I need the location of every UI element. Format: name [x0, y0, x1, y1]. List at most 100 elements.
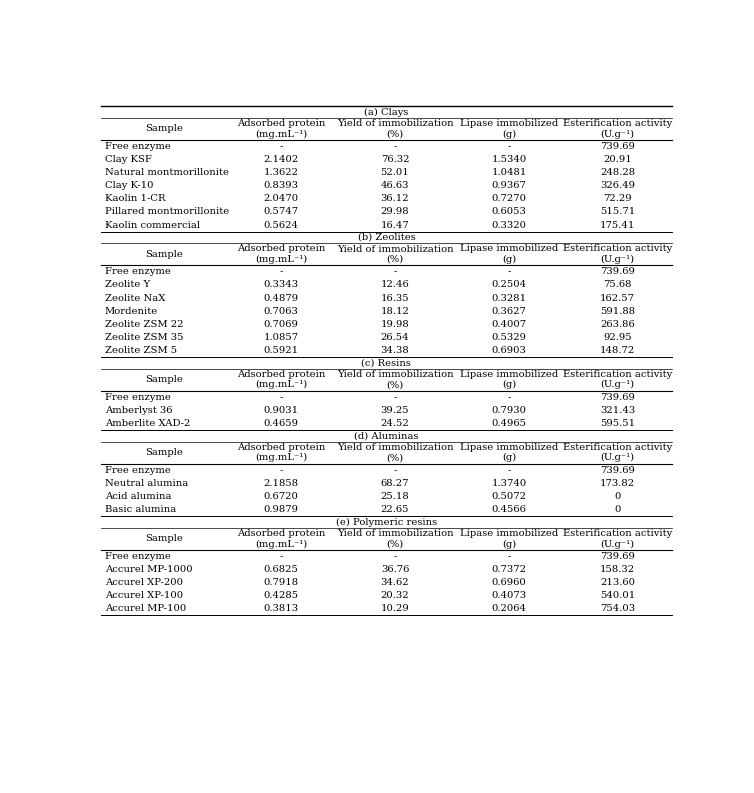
Text: Yield of immobilization
(%): Yield of immobilization (%): [337, 529, 453, 549]
Text: 0.6960: 0.6960: [492, 578, 526, 587]
Text: -: -: [507, 465, 510, 475]
Text: Zeolite ZSM 5: Zeolite ZSM 5: [105, 346, 177, 355]
Text: Yield of immobilization
(%): Yield of immobilization (%): [337, 443, 453, 462]
Text: Zeolite ZSM 22: Zeolite ZSM 22: [105, 320, 183, 329]
Text: 25.18: 25.18: [381, 492, 409, 501]
Text: 0.6053: 0.6053: [492, 208, 526, 216]
Text: (b) Zeolites: (b) Zeolites: [357, 233, 415, 242]
Text: Basic alumina: Basic alumina: [105, 505, 176, 514]
Text: 0.4285: 0.4285: [263, 592, 299, 600]
Text: -: -: [279, 465, 283, 475]
Text: 2.0470: 2.0470: [263, 194, 299, 203]
Text: -: -: [279, 267, 283, 276]
Text: 0.2504: 0.2504: [492, 281, 526, 289]
Text: Free enzyme: Free enzyme: [105, 267, 170, 276]
Text: 26.54: 26.54: [381, 333, 409, 342]
Text: 0.4965: 0.4965: [492, 419, 526, 428]
Text: 213.60: 213.60: [600, 578, 635, 587]
Text: Adsorbed protein
(mg.mL⁻¹): Adsorbed protein (mg.mL⁻¹): [237, 370, 325, 389]
Text: 0.9879: 0.9879: [263, 505, 299, 514]
Text: 0.5072: 0.5072: [492, 492, 526, 501]
Text: (e) Polymeric resins: (e) Polymeric resins: [336, 517, 437, 527]
Text: 2.1402: 2.1402: [263, 155, 299, 164]
Text: 0.7270: 0.7270: [492, 194, 526, 203]
Text: Clay KSF: Clay KSF: [105, 155, 152, 164]
Text: 34.38: 34.38: [381, 346, 409, 355]
Text: 0.4007: 0.4007: [492, 320, 526, 329]
Text: -: -: [394, 393, 397, 402]
Text: 92.95: 92.95: [603, 333, 632, 342]
Text: 16.47: 16.47: [381, 220, 409, 229]
Text: 0.5624: 0.5624: [263, 220, 299, 229]
Text: 0.5329: 0.5329: [492, 333, 526, 342]
Text: 739.69: 739.69: [600, 267, 635, 276]
Text: Zeolite NaX: Zeolite NaX: [105, 293, 165, 303]
Text: Neutral alumina: Neutral alumina: [105, 479, 188, 488]
Text: 22.65: 22.65: [381, 505, 409, 514]
Text: Mordenite: Mordenite: [105, 307, 158, 316]
Text: Accurel MP-1000: Accurel MP-1000: [105, 565, 192, 574]
Text: 19.98: 19.98: [381, 320, 409, 329]
Text: Esterification activity
(U.g⁻¹): Esterification activity (U.g⁻¹): [562, 529, 672, 549]
Text: Zeolite Y: Zeolite Y: [105, 281, 150, 289]
Text: Esterification activity
(U.g⁻¹): Esterification activity (U.g⁻¹): [562, 370, 672, 389]
Text: 0.4073: 0.4073: [492, 592, 526, 600]
Text: Yield of immobilization
(%): Yield of immobilization (%): [337, 370, 453, 389]
Text: 0: 0: [615, 505, 621, 514]
Text: 540.01: 540.01: [599, 592, 635, 600]
Text: 595.51: 595.51: [600, 419, 635, 428]
Text: Free enzyme: Free enzyme: [105, 142, 170, 151]
Text: 2.1858: 2.1858: [263, 479, 299, 488]
Text: 34.62: 34.62: [381, 578, 409, 587]
Text: 0.9367: 0.9367: [492, 181, 526, 190]
Text: 0.7372: 0.7372: [492, 565, 526, 574]
Text: (c) Resins: (c) Resins: [361, 358, 412, 367]
Text: -: -: [394, 142, 397, 151]
Text: -: -: [507, 552, 510, 561]
Text: 18.12: 18.12: [381, 307, 409, 316]
Text: 739.69: 739.69: [600, 552, 635, 561]
Text: Lipase immobilized
(g): Lipase immobilized (g): [460, 119, 558, 139]
Text: Accurel XP-100: Accurel XP-100: [105, 592, 183, 600]
Text: Yield of immobilization
(%): Yield of immobilization (%): [337, 244, 453, 264]
Text: -: -: [394, 267, 397, 276]
Text: 1.3622: 1.3622: [263, 168, 299, 177]
Text: 739.69: 739.69: [600, 393, 635, 402]
Text: 0.7930: 0.7930: [492, 406, 526, 415]
Text: 326.49: 326.49: [600, 181, 635, 190]
Text: -: -: [507, 142, 510, 151]
Text: 739.69: 739.69: [600, 142, 635, 151]
Text: 0.2064: 0.2064: [492, 604, 526, 613]
Text: Adsorbed protein
(mg.mL⁻¹): Adsorbed protein (mg.mL⁻¹): [237, 529, 325, 549]
Text: 76.32: 76.32: [381, 155, 409, 164]
Text: 29.98: 29.98: [381, 208, 409, 216]
Text: -: -: [394, 465, 397, 475]
Text: Adsorbed protein
(mg.mL⁻¹): Adsorbed protein (mg.mL⁻¹): [237, 119, 325, 139]
Text: 0.4566: 0.4566: [492, 505, 526, 514]
Text: Zeolite ZSM 35: Zeolite ZSM 35: [105, 333, 183, 342]
Text: 20.32: 20.32: [381, 592, 409, 600]
Text: Sample: Sample: [145, 534, 183, 543]
Text: Sample: Sample: [145, 125, 183, 133]
Text: 52.01: 52.01: [381, 168, 409, 177]
Text: -: -: [279, 142, 283, 151]
Text: 0.6720: 0.6720: [263, 492, 299, 501]
Text: 12.46: 12.46: [381, 281, 409, 289]
Text: 1.0481: 1.0481: [492, 168, 527, 177]
Text: 0.3343: 0.3343: [263, 281, 299, 289]
Text: 1.5340: 1.5340: [492, 155, 527, 164]
Text: 0.3320: 0.3320: [492, 220, 526, 229]
Text: Accurel MP-100: Accurel MP-100: [105, 604, 186, 613]
Text: Free enzyme: Free enzyme: [105, 393, 170, 402]
Text: 72.29: 72.29: [603, 194, 632, 203]
Text: 162.57: 162.57: [600, 293, 635, 303]
Text: Natural montmorillonite: Natural montmorillonite: [105, 168, 228, 177]
Text: 321.43: 321.43: [599, 406, 635, 415]
Text: Adsorbed protein
(mg.mL⁻¹): Adsorbed protein (mg.mL⁻¹): [237, 244, 325, 264]
Text: 0.4879: 0.4879: [263, 293, 299, 303]
Text: Accurel XP-200: Accurel XP-200: [105, 578, 182, 587]
Text: 68.27: 68.27: [381, 479, 409, 488]
Text: 0.7063: 0.7063: [263, 307, 299, 316]
Text: 173.82: 173.82: [600, 479, 635, 488]
Text: 0.5747: 0.5747: [263, 208, 299, 216]
